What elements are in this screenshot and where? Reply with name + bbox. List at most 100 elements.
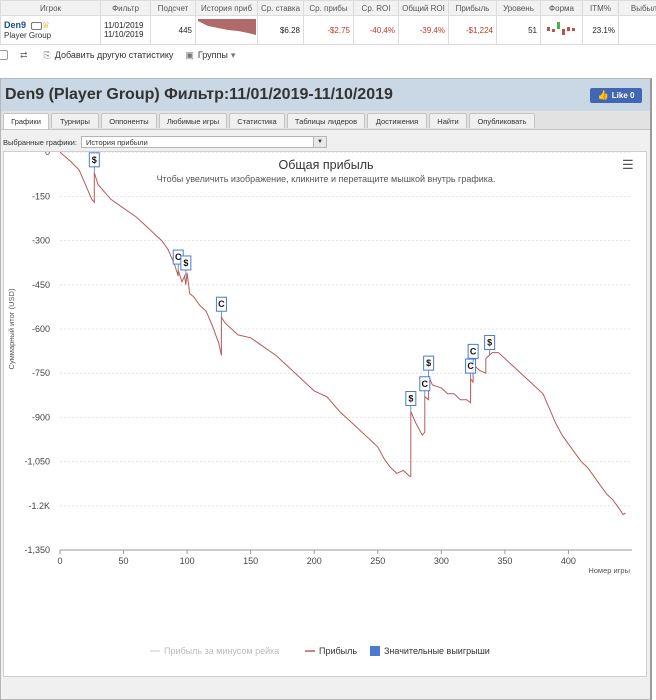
legend-wins-swatch [370, 646, 380, 656]
player-name-link[interactable]: Den9 [4, 19, 27, 30]
network-icon [31, 21, 43, 30]
big-win-label: C [470, 346, 477, 356]
big-win-label: $ [408, 394, 413, 404]
add-stat-button[interactable]: ⎘ Добавить другую статистику [44, 50, 174, 61]
col-header-count[interactable]: Подсчет [150, 0, 196, 16]
col-header-avg-profit[interactable]: Ср. прибы [303, 0, 354, 16]
filter-from: 11/01/2019 [104, 21, 144, 30]
x-tick-label: 50 [119, 556, 129, 566]
stats-table: Игрок Фильтр Подсчет История приб Ср. ст… [0, 0, 656, 45]
like-label: Like 0 [611, 91, 635, 100]
avg-profit-cell: -$2.75 [303, 15, 354, 45]
trophy-icon: ♕ [42, 20, 51, 31]
big-win-label: C [175, 252, 182, 262]
count-cell: 445 [150, 15, 196, 45]
big-win-label: C [422, 379, 429, 389]
tab-graphs[interactable]: Графики [3, 113, 49, 129]
groups-button[interactable]: ▣ Группы ▾ [185, 50, 239, 61]
big-win-flag[interactable]: $ [180, 255, 192, 276]
col-header-history[interactable]: История приб [195, 0, 258, 16]
col-header-form[interactable]: Форма [540, 0, 583, 16]
form-bars [547, 22, 575, 35]
tab-achievements[interactable]: Достижения [367, 113, 427, 128]
modal-footer [1, 679, 650, 699]
facebook-like-button[interactable]: 👍 Like 0 [590, 88, 642, 103]
x-tick-label: 200 [307, 556, 322, 566]
col-header-player[interactable]: Игрок [0, 0, 101, 16]
graph-select-label: Выбранные графики: [3, 137, 77, 147]
legend-item-rake[interactable]: Прибыль за минусом рейка [164, 646, 279, 656]
tab-leaderboards[interactable]: Таблицы лидеров [287, 113, 365, 128]
big-win-flag[interactable]: $ [484, 335, 496, 356]
big-win-flag[interactable]: C [215, 296, 227, 318]
table-row[interactable]: Den9 ♕ Player Group 11/01/2019 11/10/2019… [0, 15, 656, 45]
col-header-avg-roi[interactable]: Ср. ROI [353, 0, 399, 16]
chart-svg[interactable]: 150 0 -150 -300 -450 -600 -750 -900 -1,050 -1.2K -… [4, 152, 646, 676]
chevron-down-icon: ▼ [312, 137, 326, 147]
modal-tabs: Графики Турниры Оппоненты Любимые игры С… [1, 111, 650, 130]
total-roi-cell: -39.4% [398, 15, 449, 45]
col-header-filter[interactable]: Фильтр [100, 0, 151, 16]
thumbs-up-icon: 👍 [597, 90, 609, 100]
big-win-label: $ [426, 358, 431, 368]
col-header-avg-stake[interactable]: Ср. ставка [257, 0, 304, 16]
big-win-flag[interactable]: $ [405, 391, 417, 412]
chevron-down-icon: ▾ [230, 49, 236, 60]
row-select-checkbox[interactable] [0, 50, 8, 60]
big-win-label: $ [92, 155, 97, 165]
graph-select-row: Выбранные графики: История прибыли ▼ [3, 135, 327, 149]
filter-cell: 11/01/2019 11/10/2019 [100, 15, 151, 45]
player-cell[interactable]: Den9 ♕ Player Group [0, 15, 101, 45]
y-tick-label: -600 [32, 324, 50, 334]
chart-menu-button[interactable]: ☰ [622, 157, 634, 172]
x-tick-label: 100 [180, 556, 195, 566]
modal-header: Den9 (Player Group) Фильтр:11/01/2019-11… [1, 79, 650, 111]
history-sparkline-cell [195, 15, 258, 45]
col-header-level[interactable]: Уровень [496, 0, 541, 16]
tab-favorite-games[interactable]: Любимые игры [159, 113, 227, 128]
big-win-label: $ [183, 258, 188, 268]
profit-chart[interactable]: 150 0 -150 -300 -450 -600 -750 -900 -1,050 -1.2K -… [3, 151, 647, 677]
profit-cell: -$1,224 [448, 15, 497, 45]
y-tick-label: -300 [32, 236, 50, 246]
col-header-itm[interactable]: ITM% [582, 0, 619, 16]
tab-opponents[interactable]: Оппоненты [101, 113, 157, 128]
x-tick-label: 300 [434, 556, 449, 566]
col-header-total-roi[interactable]: Общий ROI [398, 0, 449, 16]
chart-title: Общая прибыль [278, 158, 374, 172]
tab-publish[interactable]: Опубликовать [469, 113, 535, 128]
form-cell [540, 15, 583, 45]
x-tick-label: 350 [497, 556, 512, 566]
graph-select-dropdown[interactable]: История прибыли ▼ [80, 136, 327, 148]
big-win-label: C [467, 361, 474, 371]
y-tick-label: -900 [32, 412, 50, 422]
tab-search[interactable]: Найти [429, 113, 467, 128]
y-axis-label: Суммарный итог (USD) [7, 288, 16, 369]
big-win-label: $ [487, 338, 492, 348]
x-axis-label: Номер игры [588, 566, 630, 575]
graph-select-value: История прибыли [85, 137, 148, 147]
legend-item-big-wins[interactable]: Значительные выигрыши [384, 646, 490, 656]
col-header-eliminated[interactable]: Выбыл ра [618, 0, 656, 16]
big-win-flag[interactable]: C [419, 376, 431, 397]
series-line-profit [59, 152, 626, 516]
tab-statistics[interactable]: Статистика [229, 113, 285, 128]
add-stat-label: Добавить другую статистику [54, 50, 174, 60]
groups-icon: ▣ [185, 49, 194, 60]
big-win-flag[interactable]: C [467, 343, 479, 365]
tab-tournaments[interactable]: Турниры [51, 113, 99, 128]
player-group: Player Group [4, 31, 52, 41]
big-win-flag[interactable]: C [465, 358, 477, 380]
y-tick-label: -450 [32, 280, 50, 290]
refresh-button[interactable]: ⇄ [20, 50, 32, 61]
refresh-icon: ⇄ [20, 49, 28, 60]
col-header-profit[interactable]: Прибыль [448, 0, 497, 16]
big-win-flag[interactable]: $ [88, 152, 100, 173]
x-tick-label: 250 [370, 556, 385, 566]
modal-title: Den9 (Player Group) Фильтр:11/01/2019-11… [5, 86, 393, 103]
legend-item-profit[interactable]: Прибыль [319, 646, 357, 656]
filter-to: 11/10/2019 [104, 30, 144, 39]
x-tick-label: 400 [561, 556, 576, 566]
y-tick-label: -150 [32, 191, 50, 201]
big-win-flag[interactable]: $ [423, 355, 435, 377]
